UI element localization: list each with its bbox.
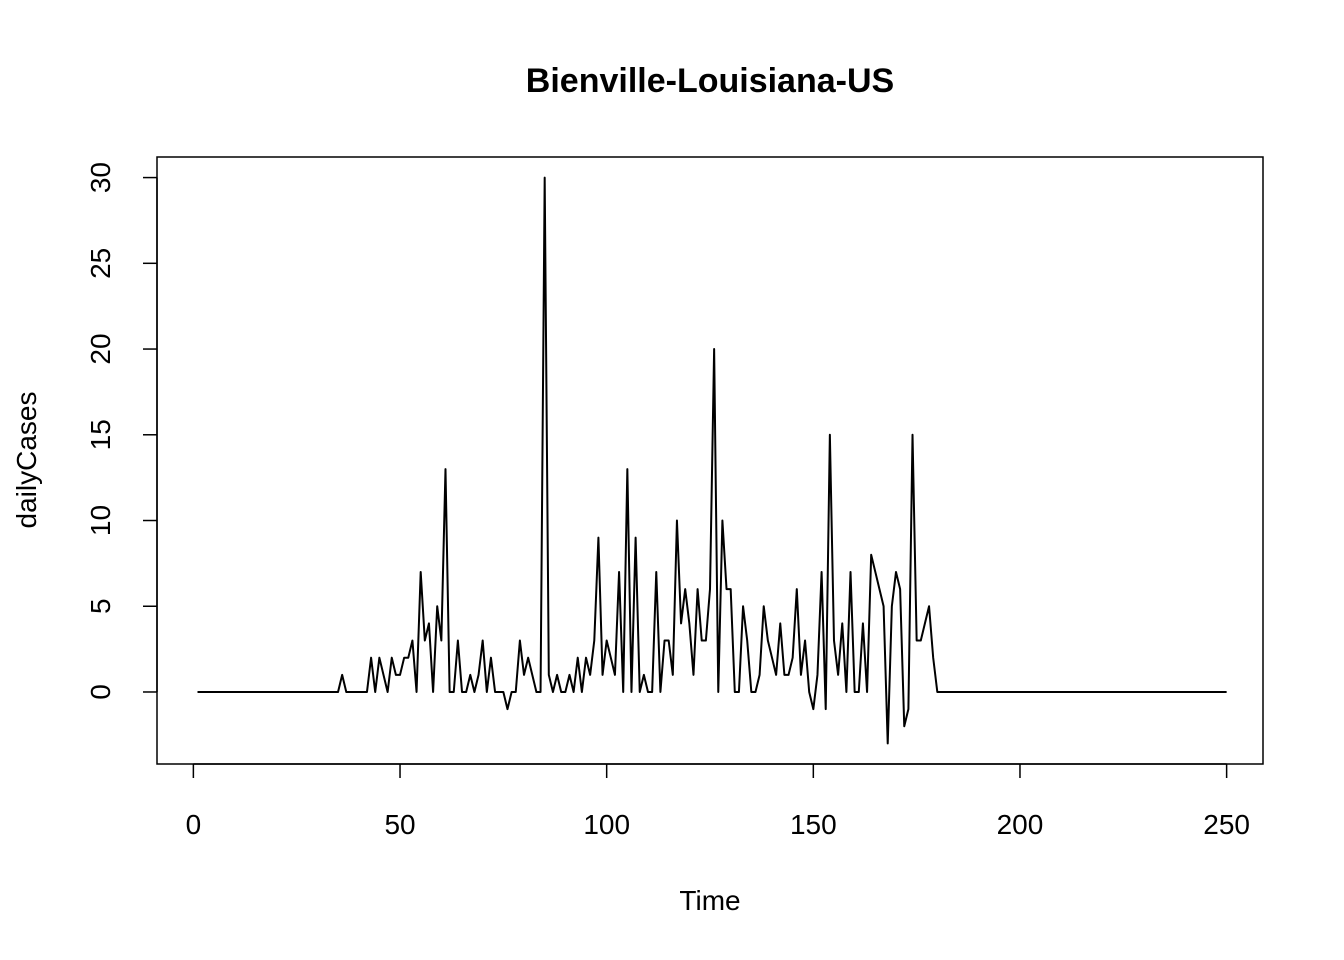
chart-title: Bienville-Louisiana-US: [526, 62, 894, 100]
y-tick-label: 30: [85, 162, 116, 193]
x-tick-label: 50: [384, 809, 415, 840]
y-tick-label: 5: [85, 598, 116, 614]
y-tick-label: 0: [85, 684, 116, 700]
y-tick-label: 10: [85, 505, 116, 536]
x-axis: 0 50 100 150 200 250: [186, 763, 1250, 840]
x-tick-label: 200: [997, 809, 1044, 840]
y-axis-label: dailyCases: [11, 392, 42, 529]
y-axis: 0 5 10 15 20 25 30: [85, 162, 158, 700]
x-tick-label: 150: [790, 809, 837, 840]
series-line-daily-cases: [197, 176, 1227, 745]
x-tick-label: 0: [186, 809, 202, 840]
x-axis-label: Time: [679, 885, 740, 916]
y-tick-label: 20: [85, 333, 116, 364]
plot-frame: [156, 156, 1264, 765]
x-tick-label: 100: [583, 809, 630, 840]
y-tick-label: 25: [85, 248, 116, 279]
y-tick-label: 15: [85, 419, 116, 450]
x-tick-label: 250: [1203, 809, 1250, 840]
